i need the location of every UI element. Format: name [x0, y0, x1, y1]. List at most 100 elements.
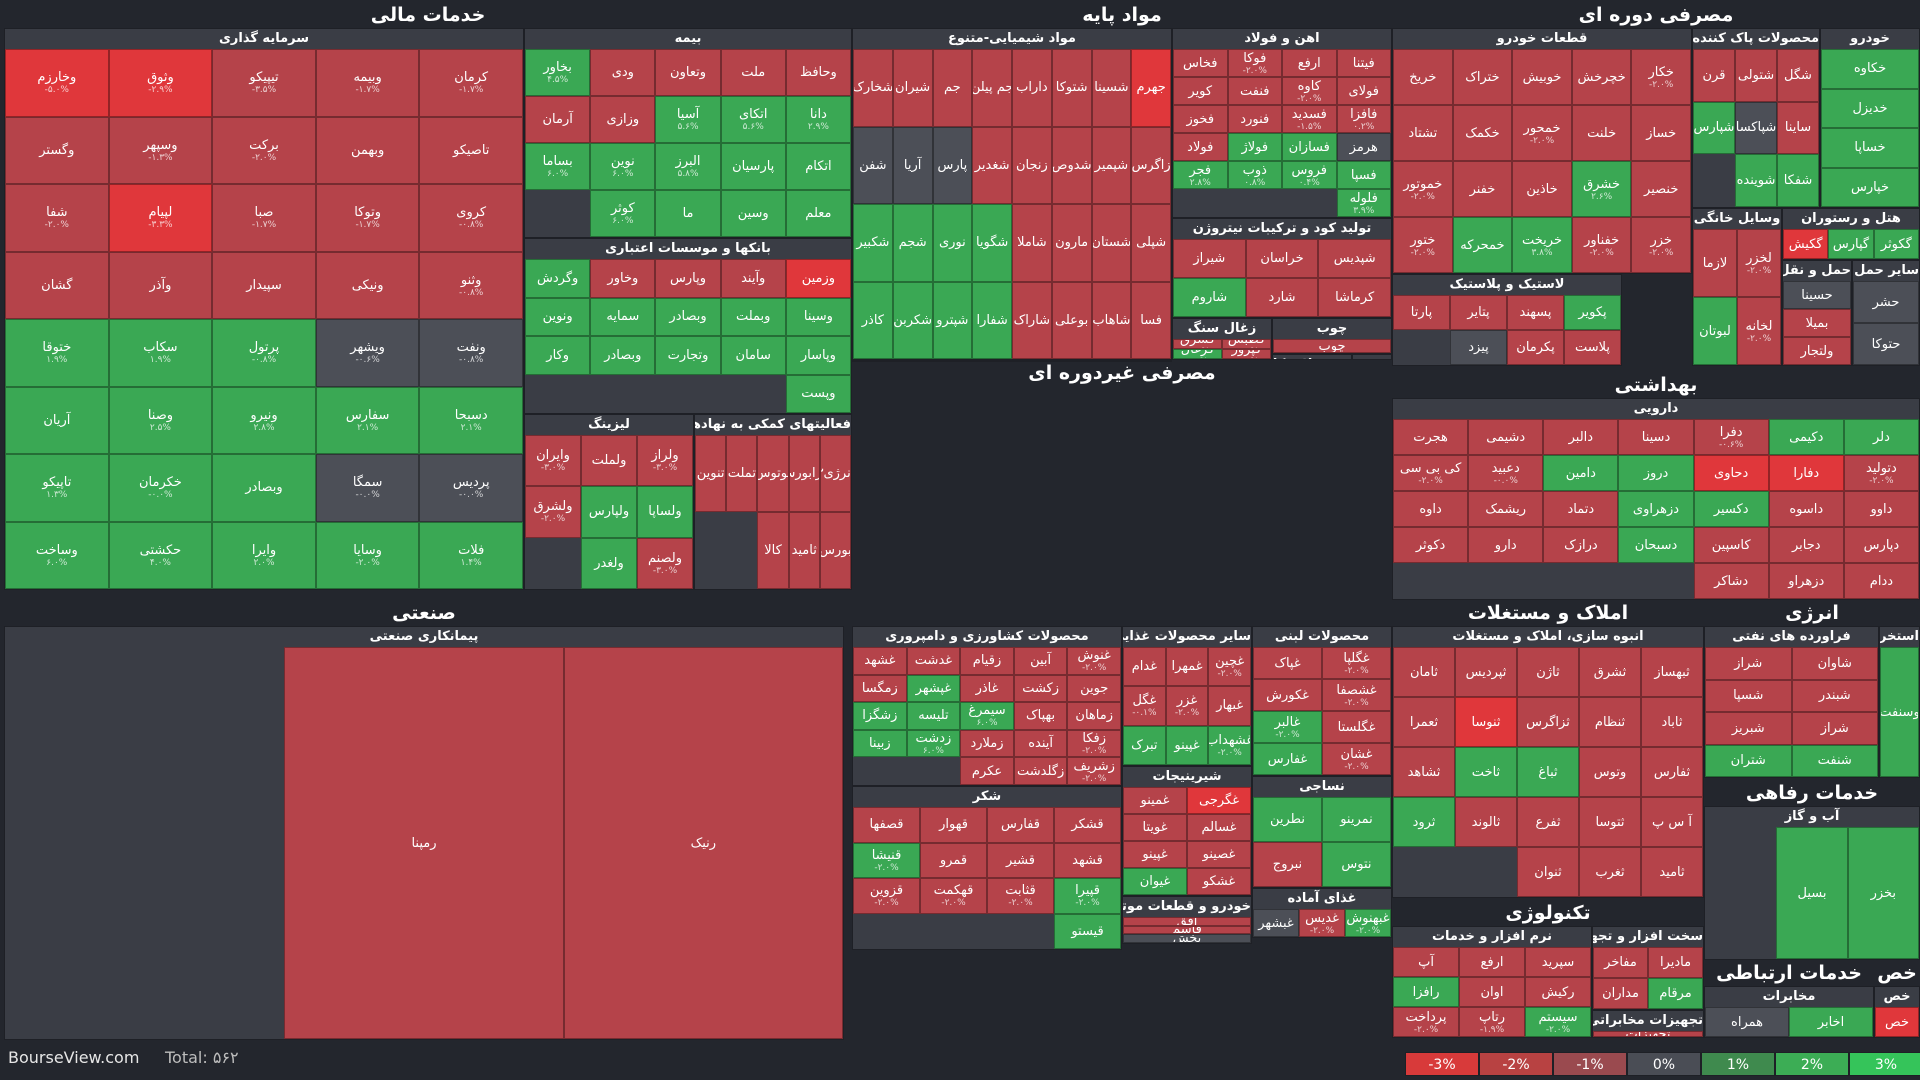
- stock-tile[interactable]: ثپردیس: [1455, 647, 1517, 697]
- stock-tile[interactable]: شغدیر: [972, 126, 1012, 204]
- stock-tile[interactable]: معلم: [785, 190, 851, 237]
- stock-tile[interactable]: غچین -۲.۰%: [1208, 647, 1251, 687]
- stock-tile[interactable]: غپینو: [1165, 725, 1209, 765]
- stock-tile[interactable]: پسهند: [1507, 295, 1564, 330]
- stock-tile[interactable]: ونفت -۰.۸%: [419, 319, 523, 387]
- stock-tile[interactable]: تشتاد: [1393, 105, 1453, 161]
- stock-tile[interactable]: شاهاب: [1091, 281, 1132, 359]
- stock-tile[interactable]: ودی: [590, 49, 656, 96]
- stock-tile[interactable]: خساز: [1631, 105, 1691, 161]
- stock-tile[interactable]: غگلستا: [1322, 711, 1391, 743]
- stock-tile[interactable]: رمپنا: [284, 647, 564, 1039]
- stock-tile[interactable]: خزر -۲.۰%: [1631, 217, 1691, 273]
- stock-tile[interactable]: فولاد: [1173, 133, 1228, 161]
- stock-tile[interactable]: بهپاک: [1013, 702, 1068, 730]
- stock-tile[interactable]: ثشاهد: [1393, 747, 1455, 797]
- stock-tile[interactable]: ولتجار: [1783, 337, 1851, 365]
- stock-tile[interactable]: ثاژن: [1517, 647, 1579, 697]
- stock-tile[interactable]: فخاس: [1173, 49, 1228, 77]
- stock-tile[interactable]: کی بی سی -۲.۰%: [1393, 455, 1469, 491]
- stock-tile[interactable]: فولای: [1336, 77, 1391, 105]
- stock-tile[interactable]: غمهرا: [1165, 647, 1209, 687]
- stock-tile[interactable]: دشاکر: [1693, 563, 1769, 599]
- stock-tile[interactable]: پردیس -۰.۰%: [419, 454, 523, 522]
- stock-tile[interactable]: دسینا: [1618, 419, 1694, 455]
- stock-tile[interactable]: نتوس: [1322, 842, 1391, 887]
- stock-tile[interactable]: دامین: [1543, 455, 1619, 491]
- stock-tile[interactable]: دجابر: [1768, 527, 1844, 563]
- stock-tile[interactable]: وزمین: [785, 259, 851, 298]
- stock-tile[interactable]: وپاسار: [785, 336, 851, 375]
- stock-tile[interactable]: غشهداب -۲.۰%: [1208, 725, 1251, 765]
- stock-tile[interactable]: ثنوان: [1517, 847, 1579, 897]
- stock-tile[interactable]: مفاخر: [1593, 947, 1648, 978]
- stock-tile[interactable]: خفنر: [1452, 161, 1513, 217]
- stock-tile[interactable]: ملت: [720, 49, 786, 96]
- stock-tile[interactable]: ولملت: [581, 435, 637, 487]
- stock-tile[interactable]: شارد: [1245, 278, 1319, 317]
- stock-tile[interactable]: شسپا: [1705, 679, 1792, 712]
- stock-tile[interactable]: دزهراو: [1768, 563, 1844, 599]
- stock-tile[interactable]: ولراز -۳.۰%: [637, 435, 693, 487]
- stock-tile[interactable]: وبهمن: [315, 116, 420, 184]
- stock-tile[interactable]: شتولی: [1735, 49, 1777, 102]
- stock-tile[interactable]: غشان -۲.۰%: [1322, 743, 1391, 775]
- stock-tile[interactable]: داراب: [1012, 49, 1052, 127]
- stock-tile[interactable]: غگل -۰.۱%: [1123, 686, 1166, 726]
- stock-tile[interactable]: وبصادر: [212, 454, 316, 522]
- stock-tile[interactable]: سیستم -۲.۰%: [1525, 1007, 1591, 1037]
- stock-tile[interactable]: سمگا -۰.۰%: [315, 454, 420, 522]
- stock-tile[interactable]: صبا -۱.۷%: [212, 184, 316, 252]
- stock-tile[interactable]: قصفها: [853, 807, 920, 843]
- stock-tile[interactable]: فلوله ۳.۹%: [1336, 189, 1391, 217]
- stock-tile[interactable]: خپارس: [1821, 167, 1919, 207]
- stock-tile[interactable]: کاوه -۲.۰%: [1282, 77, 1337, 105]
- stock-tile[interactable]: شاروم: [1173, 278, 1246, 317]
- stock-tile[interactable]: ختوقا ۱.۹%: [5, 319, 109, 387]
- stock-tile[interactable]: فرابورس: [788, 435, 820, 512]
- stock-tile[interactable]: آبین: [1013, 647, 1068, 675]
- stock-tile[interactable]: وآذر: [108, 251, 213, 319]
- stock-tile[interactable]: ثرود: [1393, 797, 1455, 847]
- stock-tile[interactable]: کروی -۰.۸%: [419, 184, 523, 252]
- stock-tile[interactable]: فسا: [1131, 281, 1171, 359]
- stock-tile[interactable]: دفرا -۰.۶%: [1693, 419, 1769, 455]
- stock-tile[interactable]: دپارس: [1843, 527, 1919, 563]
- stock-tile[interactable]: ثفارس: [1641, 747, 1703, 797]
- stock-tile[interactable]: فجر ۲.۸%: [1173, 161, 1228, 189]
- stock-tile[interactable]: شخارک: [853, 49, 893, 127]
- stock-tile[interactable]: ثامید: [788, 512, 820, 589]
- stock-tile[interactable]: نبروج: [1253, 842, 1322, 887]
- stock-tile[interactable]: بمیلا: [1783, 309, 1851, 337]
- stock-tile[interactable]: شنفت: [1791, 744, 1878, 777]
- stock-tile[interactable]: بورس: [819, 512, 851, 589]
- stock-tile[interactable]: غگرجی: [1187, 787, 1251, 814]
- stock-tile[interactable]: فسدید -۱.۵%: [1282, 105, 1337, 133]
- stock-tile[interactable]: شاوان: [1791, 647, 1878, 680]
- stock-tile[interactable]: رکیش: [1525, 977, 1591, 1007]
- stock-tile[interactable]: دسبحان: [1618, 527, 1694, 563]
- stock-tile[interactable]: غزر -۲.۰%: [1165, 686, 1209, 726]
- stock-tile[interactable]: شکبیر: [853, 204, 893, 282]
- stock-tile[interactable]: ثالوند: [1455, 797, 1517, 847]
- stock-tile[interactable]: خمحرکه: [1452, 217, 1513, 273]
- stock-tile[interactable]: زملارد: [960, 729, 1014, 758]
- stock-tile[interactable]: ویشهر -۰.۶%: [315, 319, 420, 387]
- stock-tile[interactable]: رنیک: [563, 647, 843, 1039]
- stock-tile[interactable]: دتولید -۲.۰%: [1843, 455, 1919, 491]
- stock-tile[interactable]: ارفع: [1282, 49, 1337, 77]
- stock-tile[interactable]: تلیسه: [906, 702, 961, 730]
- stock-tile[interactable]: غدام: [1123, 647, 1166, 687]
- stock-tile[interactable]: ثاخت: [1455, 747, 1517, 797]
- stock-tile[interactable]: غشکو: [1187, 868, 1251, 895]
- stock-tile[interactable]: وتجارت: [655, 336, 721, 375]
- stock-tile[interactable]: ونیکی: [315, 251, 420, 319]
- stock-tile[interactable]: ختور -۲.۰%: [1393, 217, 1453, 273]
- stock-tile[interactable]: خنصیر: [1631, 161, 1691, 217]
- stock-tile[interactable]: وزازی: [590, 96, 656, 143]
- stock-tile[interactable]: جهرم: [1131, 49, 1171, 127]
- stock-tile[interactable]: زاگرس: [1131, 126, 1171, 204]
- stock-tile[interactable]: فوکا -۲.۰%: [1227, 49, 1282, 77]
- stock-tile[interactable]: کپرور-۲.۰%: [1222, 349, 1271, 359]
- stock-tile[interactable]: وایرا ۲.۰%: [212, 521, 316, 589]
